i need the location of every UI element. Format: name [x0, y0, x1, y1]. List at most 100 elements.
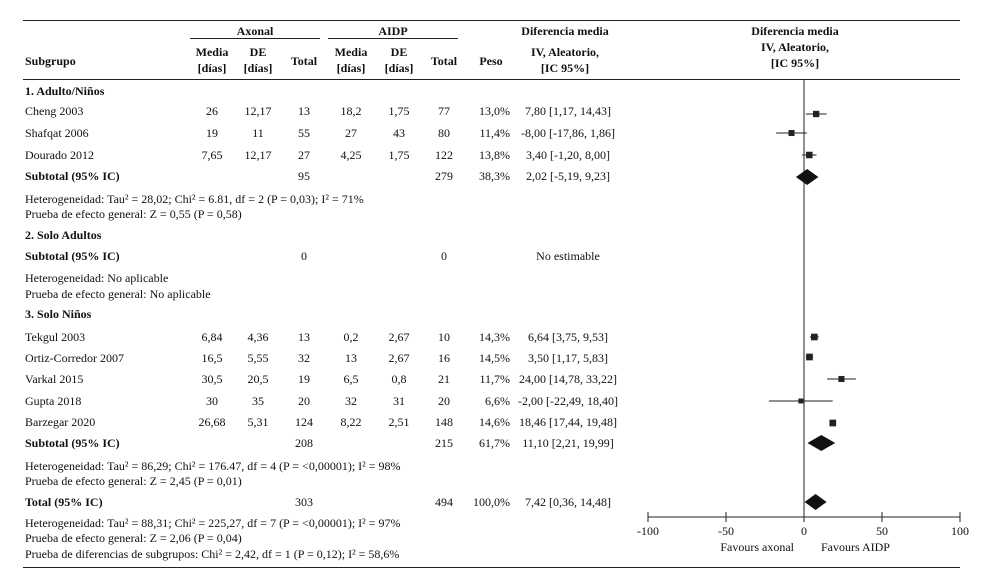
favours-axonal-label: Favours axonal — [720, 540, 794, 554]
section-3-effect: Prueba de efecto general: Z = 2,45 (P = … — [25, 474, 242, 488]
aidp-de-unit: [días] — [384, 61, 414, 75]
section-1-effect: Prueba de efecto general: Z = 0,55 (P = … — [25, 207, 242, 221]
group-header-aidp: AIDP — [378, 24, 408, 38]
section-2-effect: Prueba de efecto general: No aplicable — [25, 287, 211, 301]
cell-m1: 26 — [206, 104, 218, 118]
plot-header-1: Diferencia media — [751, 24, 839, 38]
cell-w: 6,6% — [485, 394, 510, 408]
section-3-title: 3. Solo Niños — [25, 307, 92, 321]
study-name: Dourado 2012 — [25, 148, 94, 162]
favours-aidp-label: Favours AIDP — [821, 540, 890, 554]
summary-diamond — [804, 494, 827, 510]
cell-n1: 0 — [301, 249, 307, 263]
diff-header-2: IV, Aleatorio, — [530, 45, 600, 59]
study-name: Cheng 2003 — [25, 104, 84, 118]
x-tick-label: 50 — [876, 524, 888, 538]
x-tick-label: -100 — [637, 524, 659, 538]
cell-m1: 6,84 — [201, 330, 223, 344]
cell-w: 100,0% — [473, 495, 510, 509]
diff-header-1: Diferencia media — [521, 24, 609, 38]
cell-m2: 6,5 — [343, 372, 359, 386]
cell-sd1: 12,17 — [244, 104, 272, 118]
point-estimate — [829, 419, 837, 427]
cell-m2: 13 — [345, 351, 357, 365]
cell-m2: 27 — [345, 126, 357, 140]
cell-w: 61,7% — [479, 436, 510, 450]
cell-n1: 13 — [298, 330, 310, 344]
study-name: Gupta 2018 — [25, 394, 82, 408]
total-heterogeneity: Heterogeneidad: Tau² = 88,31; Chi² = 225… — [25, 516, 401, 530]
study-name: Total (95% IC) — [25, 495, 103, 509]
cell-m2: 8,22 — [340, 415, 362, 429]
cell-sd1: 12,17 — [244, 148, 272, 162]
cell-sd1: 5,31 — [247, 415, 269, 429]
cell-m1: 16,5 — [201, 351, 223, 365]
cell-ci: 6,64 [3,75, 9,53] — [528, 330, 608, 344]
cell-ci: 18,46 [17,44, 19,48] — [519, 415, 617, 429]
aidp-media-header: Media — [334, 45, 368, 59]
x-tick-label: 100 — [951, 524, 969, 538]
axonal-group-rule — [190, 38, 320, 39]
cell-sd1: 35 — [252, 394, 264, 408]
plot-header-3: [IC 95%] — [770, 56, 820, 70]
cell-ci: 2,02 [-5,19, 9,23] — [526, 169, 610, 183]
cell-n2: 16 — [438, 351, 450, 365]
axonal-de-header: DE — [249, 45, 267, 59]
axonal-total-header: Total — [290, 54, 318, 68]
study-name: Ortiz-Corredor 2007 — [25, 351, 124, 365]
cell-n1: 20 — [298, 394, 310, 408]
axonal-media-header: Media — [195, 45, 229, 59]
plot-header-2: IV, Aleatorio, — [760, 40, 830, 54]
weight-header: Peso — [479, 54, 503, 68]
summary-diamond — [807, 435, 836, 451]
forest-plot: -100 -50 0 50 100 Favours axonal Favours AIDP — [637, 80, 969, 554]
cell-n2: 494 — [435, 495, 453, 509]
x-tick-label: 0 — [801, 524, 807, 538]
point-estimate — [788, 129, 795, 137]
aidp-de-header: DE — [390, 45, 408, 59]
cell-n2: 215 — [435, 436, 453, 450]
cell-w: 14,5% — [479, 351, 510, 365]
cell-m2: 4,25 — [340, 148, 362, 162]
section-1-heterogeneity: Heterogeneidad: Tau² = 28,02; Chi² = 6.8… — [25, 192, 364, 206]
point-estimate — [798, 398, 804, 404]
cell-n1: 95 — [298, 169, 310, 183]
cell-n2: 10 — [438, 330, 450, 344]
cell-w: 14,3% — [479, 330, 510, 344]
cell-n1: 55 — [298, 126, 310, 140]
cell-n2: 77 — [438, 104, 450, 118]
cell-m1: 30 — [206, 394, 218, 408]
cell-m1: 7,65 — [201, 148, 223, 162]
cell-n1: 208 — [295, 436, 313, 450]
cell-m2: 18,2 — [340, 104, 362, 118]
cell-sd1: 5,55 — [247, 351, 269, 365]
subgroup-differences: Prueba de diferencias de subgrupos: Chi²… — [25, 547, 400, 561]
axonal-de-unit: [días] — [243, 61, 273, 75]
cell-ci: 3,50 [1,17, 5,83] — [528, 351, 608, 365]
point-estimate — [806, 151, 813, 159]
cell-n1: 19 — [298, 372, 310, 386]
cell-ci: 11,10 [2,21, 19,99] — [522, 436, 614, 450]
section-2-title: 2. Solo Adultos — [25, 228, 102, 242]
cell-w: 13,0% — [479, 104, 510, 118]
cell-n2: 148 — [435, 415, 453, 429]
cell-n2: 20 — [438, 394, 450, 408]
x-tick-label: -50 — [718, 524, 734, 538]
cell-m2: 32 — [345, 394, 357, 408]
summary-diamond — [795, 169, 819, 185]
cell-sd1: 11 — [252, 126, 264, 140]
cell-w: 14,6% — [479, 415, 510, 429]
cell-sd2: 1,75 — [388, 104, 410, 118]
cell-n2: 0 — [441, 249, 447, 263]
cell-n1: 124 — [295, 415, 313, 429]
cell-ci: No estimable — [536, 249, 600, 263]
aidp-media-unit: [días] — [336, 61, 366, 75]
section-3-heterogeneity: Heterogeneidad: Tau² = 86,29; Chi² = 176… — [25, 459, 401, 473]
cell-n1: 32 — [298, 351, 310, 365]
cell-sd1: 4,36 — [247, 330, 269, 344]
study-name: Tekgul 2003 — [25, 330, 86, 344]
cell-sd2: 2,67 — [388, 351, 410, 365]
diff-header-3: [IC 95%] — [540, 61, 590, 75]
cell-w: 13,8% — [479, 148, 510, 162]
study-name: Barzegar 2020 — [25, 415, 96, 429]
